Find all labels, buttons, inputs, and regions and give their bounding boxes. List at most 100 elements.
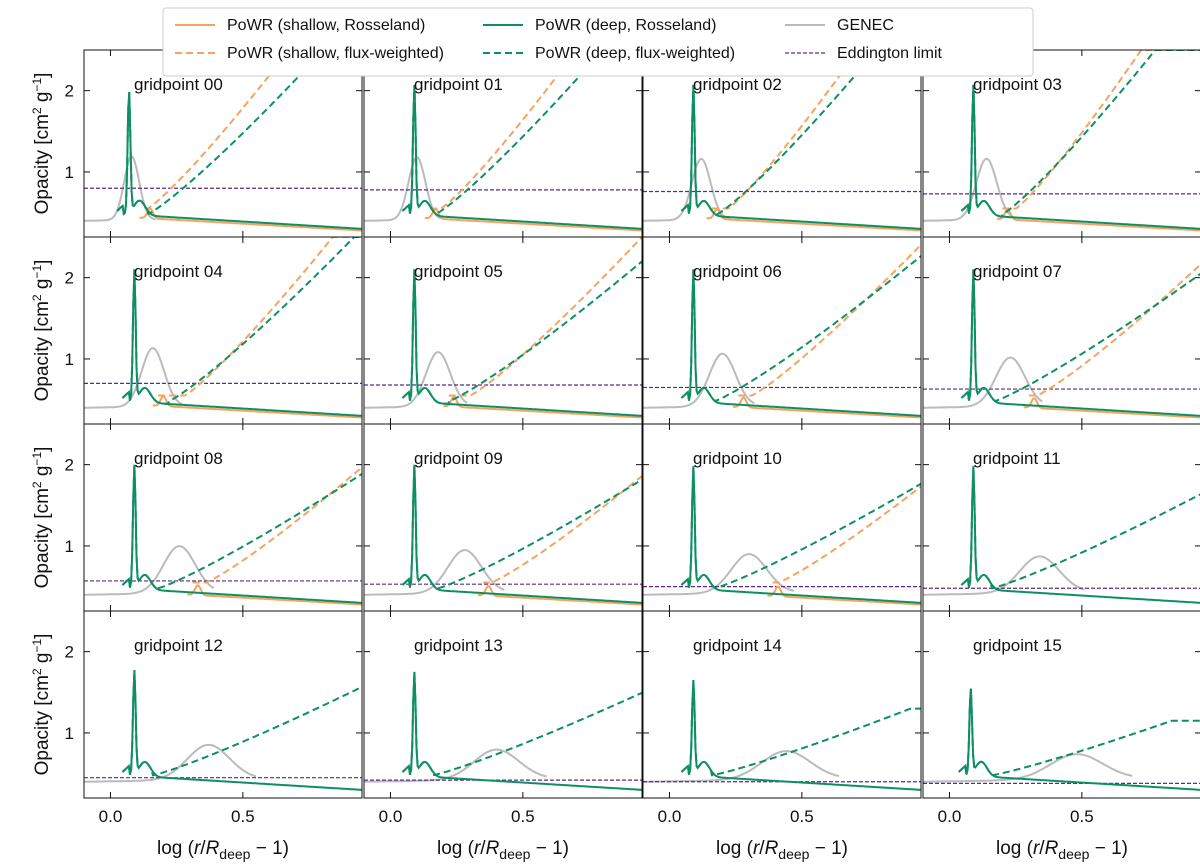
shallow-flux-line: [738, 243, 921, 397]
panel-05: gridpoint 05: [363, 236, 643, 425]
legend-label-deep_ross: PoWR (deep, Rosseland): [535, 17, 716, 34]
panel-label: gridpoint 14: [693, 636, 782, 655]
panel-label: gridpoint 05: [414, 262, 503, 281]
deep-rosseland-line: [680, 466, 921, 604]
genec-line: [84, 347, 183, 409]
panel-07: gridpoint 07: [922, 236, 1200, 425]
deep-rosseland-line: [401, 269, 642, 417]
y-tick-label: 2: [65, 82, 74, 101]
x-tick-label: 0.5: [1070, 807, 1094, 826]
deep-rosseland-line: [960, 269, 1200, 417]
legend-label-genec: GENEC: [837, 17, 894, 34]
deep-flux-line: [121, 237, 362, 406]
panel-01: gridpoint 01: [363, 49, 643, 238]
panel-10: gridpoint 10: [642, 423, 922, 612]
panel-label: gridpoint 00: [134, 75, 223, 94]
panel-label: gridpoint 04: [134, 262, 223, 281]
deep-rosseland-line: [121, 670, 362, 791]
x-axis-label: log (r/Rdeep − 1): [716, 838, 848, 862]
deep-flux-line: [116, 50, 362, 216]
y-axis-label: Opacity [cm2 g−1]: [30, 634, 53, 776]
panel-15: gridpoint 15 0.0 0.5 log (r/Rdeep − 1): [922, 610, 1200, 862]
shallow-flux-line: [1002, 50, 1200, 210]
deep-rosseland-line: [401, 671, 642, 791]
deep-flux-line: [680, 255, 921, 403]
panel-frame: [922, 610, 1200, 799]
panel-label: gridpoint 12: [134, 636, 223, 655]
deep-rosseland-line: [121, 464, 362, 604]
shallow-flux-line: [1028, 263, 1200, 397]
panel-frame: [642, 610, 922, 799]
deep-rosseland-line: [680, 269, 921, 417]
legend-label-deep_flux: PoWR (deep, flux-weighted): [535, 45, 735, 62]
shallow-flux-line: [483, 475, 642, 584]
deep-flux-line: [401, 260, 642, 406]
shallow-rosseland-line: [152, 395, 362, 419]
deep-flux-line: [680, 679, 921, 777]
deep-flux-line: [401, 671, 642, 777]
panel-label: gridpoint 06: [693, 262, 782, 281]
panel-06: gridpoint 06: [642, 236, 922, 425]
genec-line: [643, 553, 795, 596]
deep-flux-line: [960, 269, 1200, 403]
panel-02: gridpoint 02: [642, 49, 922, 238]
genec-line: [923, 555, 1085, 596]
genec-line: [364, 351, 468, 409]
y-tick-label: 1: [65, 724, 74, 743]
genec-line: [84, 743, 257, 783]
genec-line: [364, 156, 442, 222]
y-axis-label: Opacity [cm2 g−1]: [30, 260, 53, 402]
genec-line: [923, 753, 1133, 783]
shallow-rosseland-line: [767, 585, 921, 606]
panel-frame: [363, 610, 643, 799]
y-axis-label: Opacity [cm2 g−1]: [30, 447, 53, 589]
deep-rosseland-line: [680, 679, 921, 791]
x-tick-label: 0.0: [938, 807, 962, 826]
deep-rosseland-line: [680, 84, 921, 230]
genec-line: [643, 750, 840, 783]
x-axis-label: log (r/Rdeep − 1): [996, 838, 1128, 862]
shallow-rosseland-line: [733, 396, 921, 419]
x-axis-label: log (r/Rdeep − 1): [157, 838, 289, 862]
genec-line: [364, 549, 505, 596]
panel-label: gridpoint 11: [973, 449, 1061, 468]
shallow-rosseland-line: [477, 584, 642, 606]
panel-08: gridpoint 08 1 2 Opacity [cm2 g−1]: [30, 423, 363, 612]
panel-label: gridpoint 13: [414, 636, 503, 655]
panel-03: gridpoint 03: [922, 49, 1200, 238]
shallow-flux-line: [772, 485, 921, 584]
genec-line: [84, 155, 156, 222]
shallow-rosseland-line: [706, 207, 921, 232]
panel-label: gridpoint 01: [414, 75, 503, 94]
deep-rosseland-line: [116, 92, 362, 230]
deep-rosseland-line: [960, 84, 1200, 230]
panel-label: gridpoint 09: [414, 449, 503, 468]
deep-flux-line: [680, 50, 921, 217]
deep-rosseland-line: [401, 84, 642, 230]
legend: PoWR (shallow, Rosseland) PoWR (shallow, …: [162, 7, 1034, 77]
deep-flux-line: [121, 464, 362, 591]
shallow-rosseland-line: [997, 208, 1200, 232]
x-tick-label: 0.0: [379, 807, 403, 826]
y-tick-label: 1: [65, 537, 74, 556]
y-tick-label: 2: [65, 643, 74, 662]
panel-09: gridpoint 09: [363, 423, 643, 612]
shallow-rosseland-line: [1023, 397, 1200, 419]
deep-flux-line: [680, 466, 921, 590]
legend-label-edd: Eddington limit: [837, 45, 943, 62]
panel-label: gridpoint 15: [973, 636, 1062, 655]
x-tick-label: 0.0: [99, 807, 123, 826]
panel-label: gridpoint 08: [134, 449, 223, 468]
deep-flux-line: [960, 466, 1200, 590]
panel-14: gridpoint 14 0.0 0.5 log (r/Rdeep − 1): [642, 610, 922, 862]
y-tick-label: 2: [65, 456, 74, 475]
x-tick-label: 0.5: [231, 807, 255, 826]
genec-line: [923, 356, 1043, 409]
deep-rosseland-line: [958, 688, 1200, 791]
shallow-flux-line: [144, 50, 362, 210]
shallow-flux-line: [448, 237, 642, 397]
panel-label: gridpoint 03: [973, 75, 1062, 94]
panel-00: gridpoint 00 1 2 Opacity [cm2 g−1]: [30, 49, 363, 238]
panel-12: gridpoint 12 1 2 Opacity [cm2 g−1] 0.0 0.5 log…: [30, 610, 363, 862]
